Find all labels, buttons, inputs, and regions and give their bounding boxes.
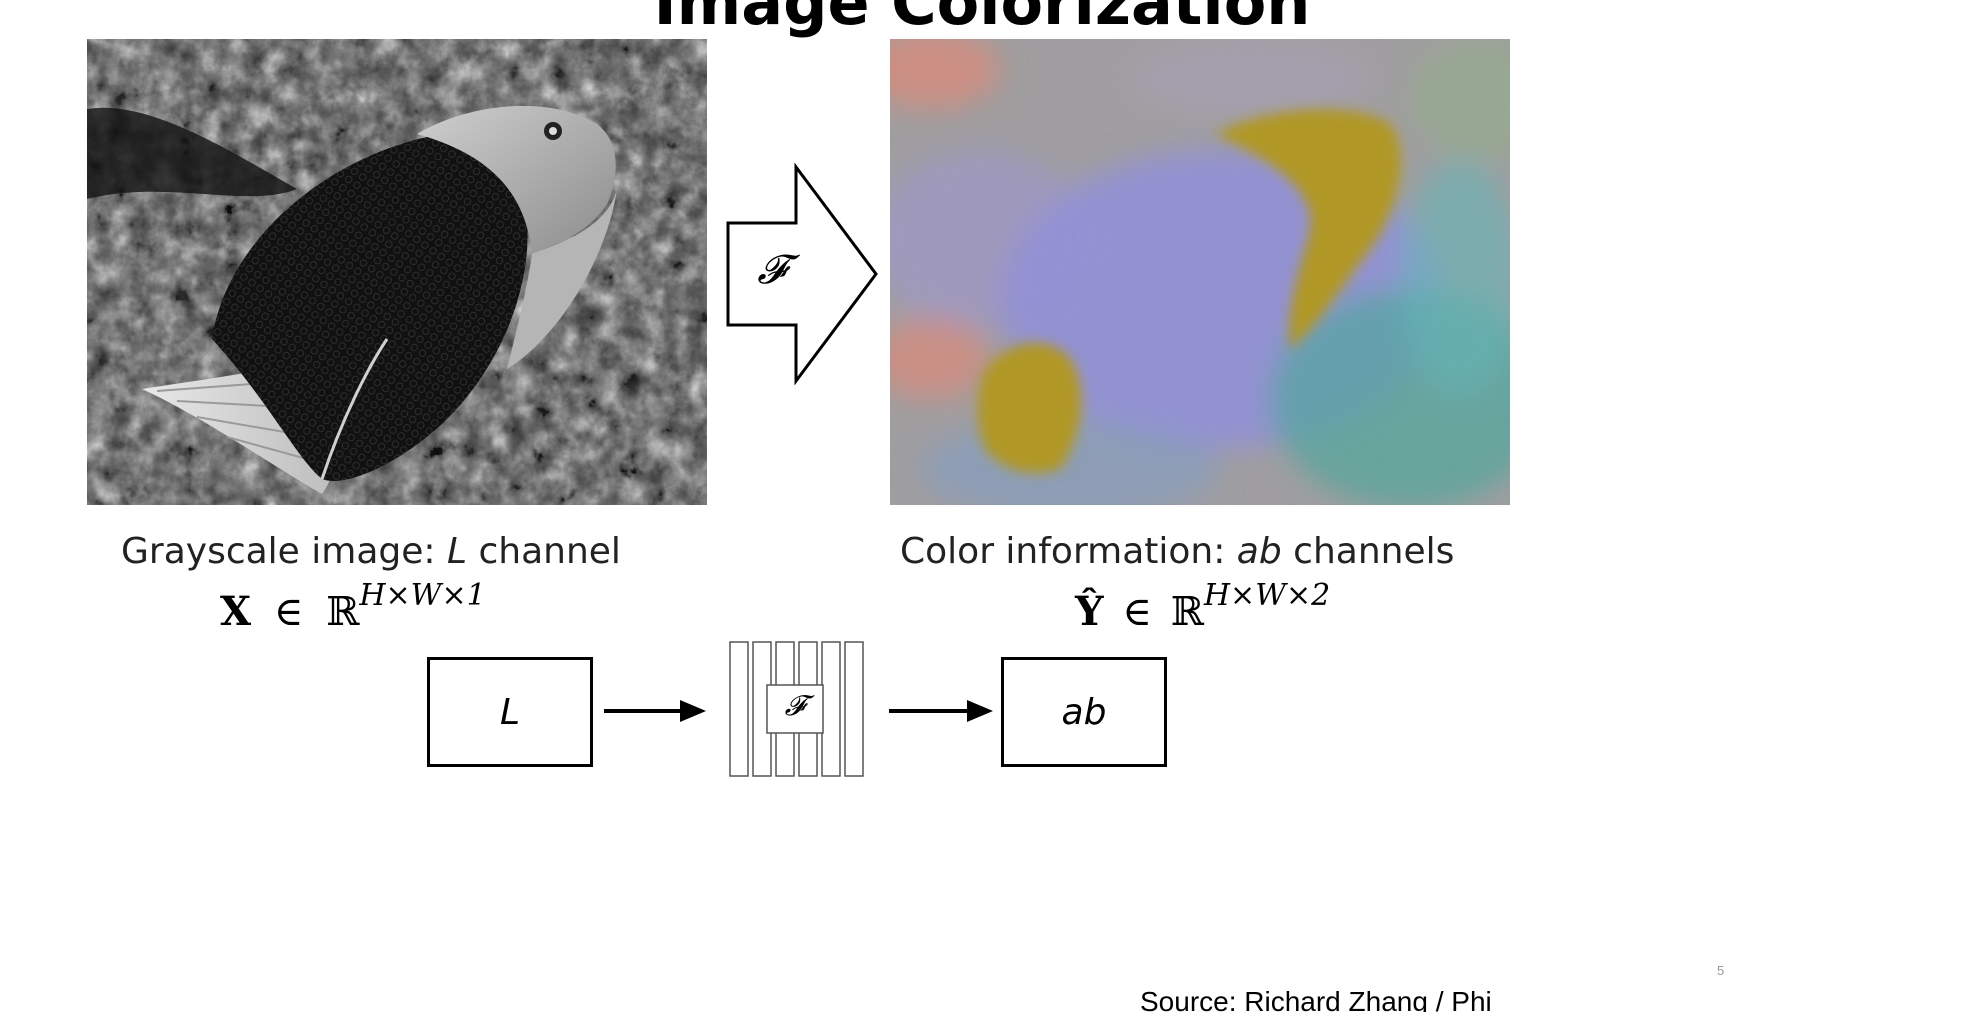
grayscale-math-symbol: X (220, 588, 252, 635)
grayscale-caption-suffix: channel (467, 531, 621, 572)
output-ab-box: ab (1001, 657, 1167, 767)
grayscale-caption-channel: L (446, 531, 468, 572)
network-function-label: 𝓕 (784, 689, 806, 722)
color-math-symbol: Ŷ (1075, 588, 1104, 635)
network-stack: 𝓕 (727, 639, 867, 779)
output-ab-label: ab (1061, 691, 1107, 733)
pipeline-arrow-1 (600, 696, 710, 726)
page-number: 5 (1717, 963, 1725, 978)
source-credit-clip: Source: Richard Zhang / Phi (1140, 980, 1964, 1012)
color-math-dims: H×W×2 (1203, 578, 1331, 613)
grayscale-math-dims: H×W×1 (359, 578, 486, 613)
color-caption: Color information: ab channels (900, 531, 1454, 572)
grayscale-math-set: ℝ (326, 589, 360, 635)
source-credit: Source: Richard Zhang / Phi (1140, 986, 1492, 1012)
grayscale-fish-image (87, 39, 707, 505)
slide-title-clip: Image Colorization (0, 0, 1964, 40)
pipeline-arrow-2 (885, 696, 997, 726)
grayscale-math-in: ∈ (273, 589, 304, 635)
grayscale-caption: Grayscale image: L channel (121, 531, 621, 572)
color-math-in: ∈ (1122, 589, 1152, 635)
color-caption-prefix: Color information: (900, 531, 1237, 572)
color-math-set: ℝ (1170, 589, 1204, 635)
ab-channels-image (890, 39, 1510, 505)
input-l-box: L (427, 657, 593, 767)
colorization-arrow: 𝓕 (722, 162, 882, 386)
color-math: Ŷ ∈ ℝH×W×2 (1075, 578, 1330, 635)
grayscale-caption-prefix: Grayscale image: (121, 531, 447, 572)
arrow-function-label: 𝓕 (757, 247, 787, 293)
color-caption-suffix: channels (1281, 531, 1455, 572)
grayscale-math: X ∈ ℝH×W×1 (220, 578, 486, 635)
slide-title: Image Colorization (653, 0, 1311, 39)
input-l-label: L (499, 691, 521, 733)
color-caption-channel: ab (1236, 531, 1282, 572)
